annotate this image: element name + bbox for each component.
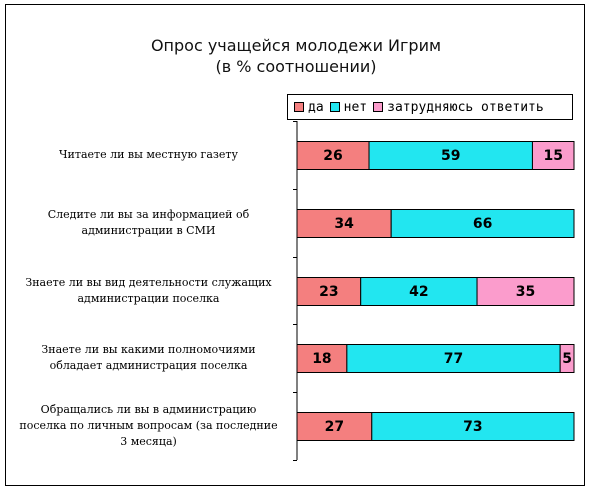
category-label-line: администрации поселка	[77, 292, 220, 305]
category-label-line: обладает администрация поселка	[49, 359, 248, 372]
legend: да нет затрудняюсь ответить	[287, 94, 573, 120]
data-label-no: 73	[463, 419, 482, 435]
data-label-yes: 27	[325, 419, 344, 435]
category-label: Знаете ли вы вид деятельности служащих ад…	[6, 275, 291, 307]
chart-subtitle: (в % соотношении)	[215, 57, 377, 76]
category-label-line: администрации в СМИ	[81, 224, 216, 237]
category-label: Следите ли вы за информацией об администр…	[6, 207, 291, 239]
category-label: Читаете ли вы местную газету	[6, 147, 291, 163]
legend-label-unsure: затрудняюсь ответить	[387, 99, 544, 115]
category-label-line: поселка по личным вопросам (за последние	[19, 419, 278, 432]
chart-title: Опрос учащейся молодежи Игрим	[150, 36, 442, 55]
category-label-line: Знаете ли вы какими полномочиями	[41, 343, 256, 356]
data-label-no: 59	[441, 148, 460, 164]
data-label-unsure: 5	[562, 351, 572, 367]
legend-swatch-unsure	[373, 102, 384, 112]
bar-yes	[296, 344, 348, 373]
data-label-yes: 18	[312, 351, 331, 367]
chart-frame	[5, 4, 585, 486]
bar-yes	[296, 277, 362, 306]
legend-swatch-yes	[294, 102, 304, 112]
legend-item-no: нет	[329, 99, 368, 115]
category-label: Знаете ли вы какими полномочиями обладает…	[6, 342, 291, 374]
bar-no	[346, 344, 561, 373]
bar-yes	[296, 141, 370, 170]
bar-yes	[296, 209, 392, 238]
bar-unsure	[476, 277, 575, 306]
data-label-unsure: 15	[543, 148, 562, 164]
legend-item-yes: да	[294, 100, 324, 115]
data-label-yes: 34	[334, 216, 354, 232]
category-label-line: Знаете ли вы вид деятельности служащих	[25, 276, 272, 289]
category-label-line: 3 месяца)	[120, 435, 177, 448]
bar-no	[390, 209, 575, 238]
data-label-yes: 26	[323, 148, 342, 164]
bar-unsure	[531, 141, 575, 170]
data-label-no: 66	[473, 216, 492, 232]
bar-no	[360, 277, 478, 306]
category-label-line: Следите ли вы за информацией об	[47, 208, 250, 221]
category-label-line: Обращались ли вы в администрацию	[40, 403, 257, 416]
legend-item-unsure: затрудняюсь ответить	[373, 100, 544, 115]
legend-swatch-no	[329, 102, 340, 112]
category-label-line: Читаете ли вы местную газету	[59, 148, 238, 161]
legend-label-no: нет	[343, 99, 368, 115]
category-label: Обращались ли вы в администрацию поселка …	[6, 402, 291, 450]
bar-unsure	[559, 344, 575, 373]
data-label-no: 77	[444, 351, 463, 367]
legend-label-yes: да	[308, 99, 324, 115]
bar-no	[371, 412, 575, 441]
data-label-no: 42	[409, 284, 428, 300]
data-label-yes: 23	[319, 284, 338, 300]
bar-no	[368, 141, 533, 170]
data-label-unsure: 35	[516, 284, 535, 300]
